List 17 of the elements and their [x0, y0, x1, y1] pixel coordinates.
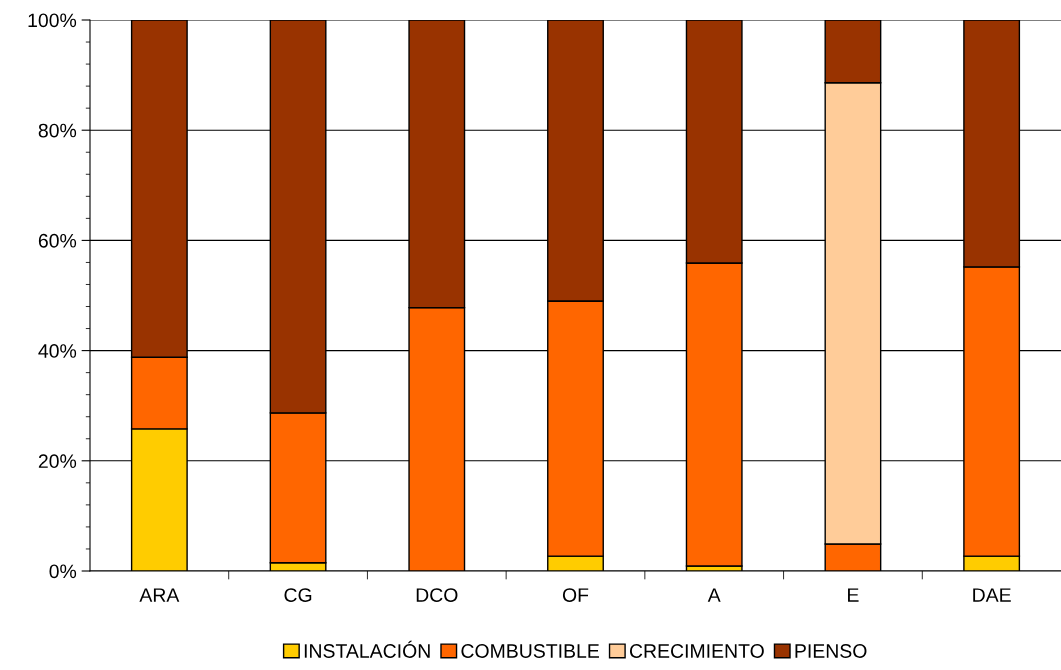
legend-label: CRECIMIENTO	[629, 644, 764, 658]
legend-label: INSTALACIÓN	[304, 640, 430, 658]
y-tick-label: 40%	[38, 344, 77, 358]
x-tick-label: A	[707, 588, 721, 602]
y-tick-label: 80%	[38, 123, 77, 138]
x-tick-label: ARA	[139, 588, 180, 602]
x-tick-label: DAE	[973, 588, 1011, 602]
y-tick-label: 100%	[28, 13, 77, 28]
y-tick-label: 0%	[49, 564, 77, 579]
x-tick-label: OF	[562, 588, 589, 602]
x-tick-label: DCO	[416, 588, 458, 602]
y-tick-label: 20%	[38, 454, 77, 469]
y-tick-label: 60%	[38, 233, 77, 248]
legend-label: COMBUSTIBLE	[461, 644, 599, 658]
x-tick-label: E	[848, 588, 859, 602]
legend-label: PIENSO	[795, 644, 867, 658]
x-tick-label: CG	[284, 588, 312, 602]
